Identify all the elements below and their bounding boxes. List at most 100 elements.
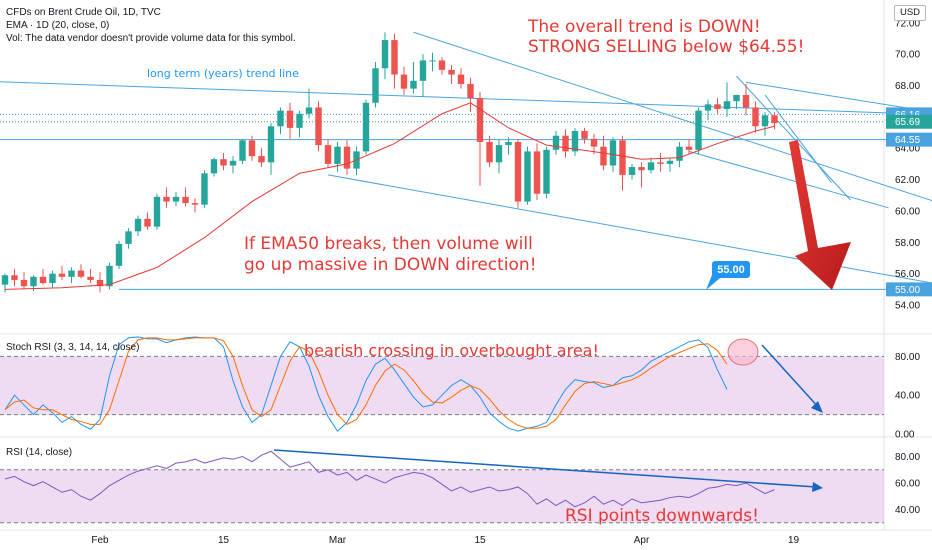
- trend-line-7: [688, 150, 889, 209]
- candle-body: [96, 279, 104, 287]
- price-tag: [886, 132, 932, 147]
- candle-body: [410, 80, 417, 89]
- candle-body: [115, 243, 123, 266]
- rsi-series-0: [4, 450, 775, 508]
- crossing-highlight: [727, 338, 759, 366]
- trend-line-8: [764, 94, 832, 184]
- candle-body: [248, 140, 256, 157]
- candle-body: [752, 107, 759, 127]
- candle-body: [733, 94, 740, 102]
- price-tag: [886, 282, 932, 297]
- stoch-note: bearish crossing in overbought area!: [304, 341, 599, 360]
- trend-line-label: long term (years) trend line: [147, 67, 299, 80]
- stoch-pane: 0.00 40.00 80.00: [0, 336, 920, 441]
- time-tick-label: 19: [788, 535, 800, 546]
- candle-body: [87, 276, 94, 280]
- candle-body: [695, 110, 702, 150]
- candle-body: [704, 104, 712, 111]
- candle-body: [533, 151, 541, 194]
- candle-body: [106, 265, 113, 287]
- stoch-series-0: [4, 336, 728, 432]
- time-tick-label: 15: [474, 535, 486, 546]
- candle-body: [552, 135, 560, 150]
- price-axis: 54.0056.0058.0060.0062.0064.0066.0068.00…: [895, 18, 920, 311]
- candle-body: [381, 40, 389, 69]
- candle-body: [258, 156, 265, 163]
- candle-body: [647, 162, 655, 171]
- candle-body: [505, 141, 512, 146]
- candle-body: [771, 115, 778, 124]
- candle-body: [30, 276, 37, 287]
- price-tick-label: 70.00: [895, 50, 920, 61]
- chart-title: CFDs on Brent Crude Oil, 1D, TVC: [6, 7, 161, 18]
- stoch-lines: [4, 336, 728, 432]
- time-tick-label: Mar: [329, 535, 347, 546]
- candle-body: [714, 104, 721, 110]
- candle-body: [315, 107, 322, 146]
- candle-body: [334, 146, 341, 164]
- candle-body: [286, 110, 294, 128]
- trend-line-2: [327, 174, 932, 284]
- price-tick-label: 72.00: [895, 18, 920, 29]
- candle-body: [676, 146, 683, 161]
- candle-body: [77, 270, 85, 277]
- rsi-tick-label: 80.00: [895, 452, 920, 463]
- candle-body: [666, 160, 674, 164]
- candle-body: [524, 151, 531, 202]
- target-callout-label: 55.00: [717, 264, 745, 276]
- candle-body: [134, 218, 142, 232]
- candle-body: [239, 140, 246, 161]
- candle-body: [58, 273, 66, 277]
- rsi-tick-label: 60.00: [895, 479, 920, 490]
- time-axis: Feb15Mar15Apr19May: [91, 535, 800, 546]
- headline-trend: The overall trend is DOWN!: [527, 17, 761, 37]
- candle-body: [657, 162, 664, 164]
- rsi-axis: 40.00 60.00 80.00: [895, 452, 920, 516]
- candle-body: [600, 146, 607, 166]
- candle-body: [562, 135, 569, 152]
- candle-body: [49, 273, 56, 284]
- price-tick-label: 68.00: [895, 81, 920, 92]
- price-tick-label: 62.00: [895, 175, 920, 186]
- stoch-legend: Stoch RSI (3, 3, 14, 14, close): [6, 342, 139, 353]
- price-tag-label: 64.55: [895, 135, 920, 146]
- price-tag: [886, 114, 932, 129]
- stoch-band: [0, 355, 884, 416]
- candle-body: [438, 60, 446, 70]
- candle-body: [628, 167, 636, 175]
- time-tick-label: Feb: [91, 535, 109, 546]
- candle-body: [201, 173, 208, 205]
- price-candles: [1, 32, 778, 293]
- currency-button[interactable]: USD: [894, 5, 926, 21]
- candle-body: [343, 146, 351, 169]
- candle-body: [391, 40, 398, 75]
- price-pane: 54.0056.0058.0060.0062.0064.0066.0068.00…: [0, 18, 932, 312]
- candle-body: [486, 141, 493, 163]
- candle-body: [39, 276, 47, 284]
- time-tick-label: 15: [218, 535, 230, 546]
- rsi-band: [0, 469, 884, 524]
- trend-line-6: [736, 75, 851, 201]
- candle-body: [191, 203, 199, 205]
- candle-body: [362, 102, 370, 152]
- candle-body: [267, 126, 275, 163]
- target-callout: 55.00: [706, 261, 750, 290]
- price-trend-lines: [0, 31, 932, 290]
- stoch-axis: 0.00 40.00 80.00: [895, 352, 920, 441]
- trend-line-1: [413, 31, 932, 202]
- trend-line-0: [0, 81, 932, 115]
- stoch-tick-label: 0.00: [895, 430, 915, 441]
- ema-line: [4, 102, 775, 290]
- candle-body: [125, 231, 132, 244]
- candle-body: [1, 275, 9, 285]
- headline-selling: STRONG SELLING below $64.55!: [528, 37, 804, 57]
- candle-body: [419, 60, 427, 81]
- ema-note-line2: go up massive in DOWN direction!: [244, 255, 537, 275]
- candle-body: [182, 196, 189, 204]
- candle-body: [609, 140, 617, 166]
- price-tag-label: 55.00: [895, 285, 920, 296]
- candle-body: [429, 60, 436, 62]
- price-tick-label: 56.00: [895, 269, 920, 280]
- price-tick-label: 64.00: [895, 144, 920, 155]
